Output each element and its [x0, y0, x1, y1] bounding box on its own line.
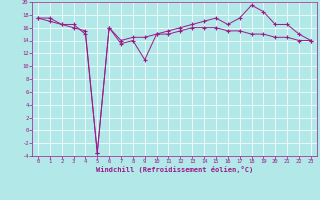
X-axis label: Windchill (Refroidissement éolien,°C): Windchill (Refroidissement éolien,°C) [96, 166, 253, 173]
